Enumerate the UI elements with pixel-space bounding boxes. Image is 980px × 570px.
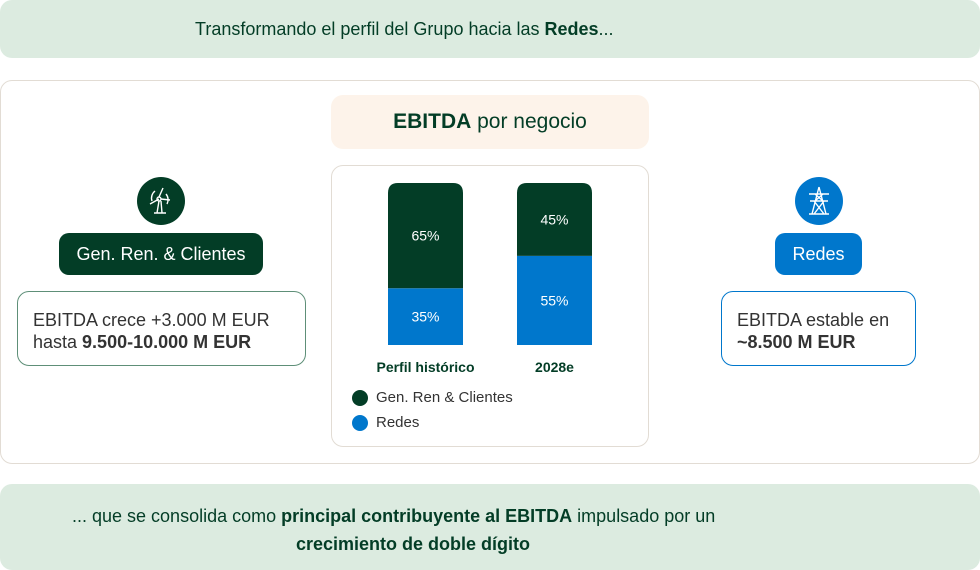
chart-box bbox=[331, 165, 649, 447]
chart-title-bold: EBITDA bbox=[393, 110, 472, 133]
footer-p2: impulsado por un bbox=[572, 506, 716, 526]
wind-turbine-icon bbox=[137, 177, 185, 225]
header-banner: Transformando el perfil del Grupo hacia … bbox=[0, 0, 980, 58]
power-tower-icon bbox=[795, 177, 843, 225]
gen-ren-line2-prefix: hasta bbox=[33, 332, 83, 352]
chart-title: EBITDA por negocio bbox=[331, 95, 649, 149]
gen-ren-line2-bold: 9.500-10.000 M EUR bbox=[82, 332, 252, 352]
redes-line1: EBITDA estable en bbox=[737, 310, 890, 330]
legend-swatch bbox=[352, 414, 368, 431]
footer-banner: ... que se consolida como principal cont… bbox=[0, 484, 980, 570]
footer-p1: ... que se consolida como bbox=[72, 506, 282, 526]
gen-ren-label: Gen. Ren. & Clientes bbox=[59, 233, 263, 275]
chart-title-rest: por negocio bbox=[471, 110, 587, 133]
header-text: Transformando el perfil del Grupo hacia … bbox=[195, 19, 545, 39]
legend-item-gen: Gen. Ren & Clientes bbox=[352, 389, 513, 406]
gen-ren-card: EBITDA crece +3.000 M EUR hasta 9.500-10… bbox=[17, 291, 306, 366]
legend-label: Gen. Ren & Clientes bbox=[376, 389, 513, 406]
legend-swatch bbox=[352, 389, 368, 406]
redes-label: Redes bbox=[775, 233, 862, 275]
gen-ren-line2: hasta 9.500-10.000 M EUR bbox=[33, 331, 305, 353]
footer-b1: principal contribuyente al EBITDA bbox=[281, 506, 573, 526]
redes-line2-bold: ~8.500 M EUR bbox=[737, 332, 856, 352]
gen-ren-line1: EBITDA crece +3.000 M EUR bbox=[33, 310, 270, 330]
footer-b2: crecimiento de doble dígito bbox=[296, 534, 531, 554]
legend-label: Redes bbox=[376, 414, 420, 431]
header-bold: Redes bbox=[544, 19, 599, 39]
redes-card: EBITDA estable en ~8.500 M EUR bbox=[721, 291, 916, 366]
header-suffix: ... bbox=[598, 19, 614, 39]
legend-item-redes: Redes bbox=[352, 414, 419, 431]
